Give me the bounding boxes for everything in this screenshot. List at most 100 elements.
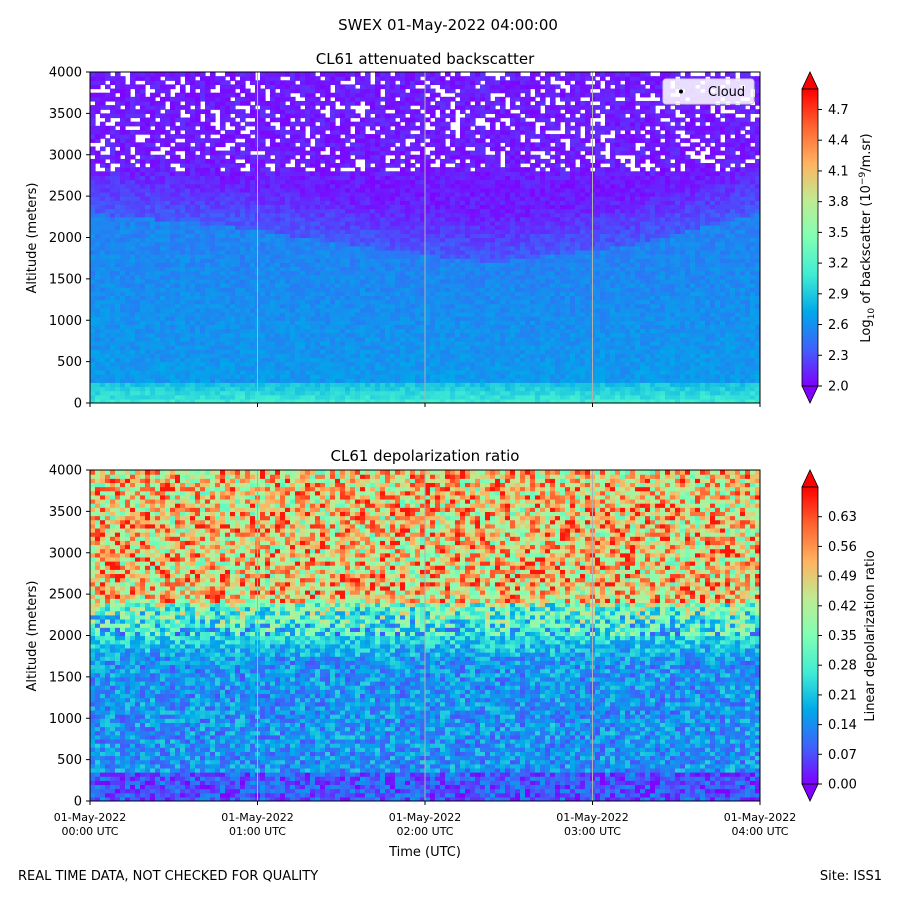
heatmap-cell xyxy=(380,163,386,168)
heatmap-cell xyxy=(365,175,371,181)
heatmap-cell xyxy=(155,105,161,110)
heatmap-cell xyxy=(260,357,266,363)
heatmap-cell xyxy=(405,100,411,106)
heatmap-cell xyxy=(295,398,301,403)
heatmap-cell xyxy=(320,316,326,321)
heatmap-cell xyxy=(175,125,181,131)
heatmap-cell xyxy=(180,336,186,342)
heatmap-cell xyxy=(380,316,386,321)
heatmap-cell xyxy=(125,241,131,247)
heatmap-cell xyxy=(160,204,166,210)
heatmap-cell xyxy=(335,171,341,177)
heatmap-cell xyxy=(380,249,386,255)
heatmap-cell xyxy=(210,311,216,317)
heatmap-cell xyxy=(220,307,226,313)
heatmap-cell xyxy=(305,96,311,102)
heatmap-cell xyxy=(345,378,351,383)
heatmap-cell xyxy=(100,270,106,276)
heatmap-cell xyxy=(340,187,346,193)
heatmap-cell xyxy=(285,113,291,119)
heatmap-cell xyxy=(285,245,291,251)
heatmap-cell xyxy=(175,357,181,363)
heatmap-cell xyxy=(165,171,171,177)
heatmap-cell xyxy=(295,258,301,263)
heatmap-cell xyxy=(290,129,296,135)
heatmap-cell xyxy=(350,274,356,280)
heatmap-cell xyxy=(300,183,306,189)
heatmap-cell xyxy=(300,204,306,210)
heatmap-cell xyxy=(260,320,266,325)
heatmap-cell xyxy=(200,200,206,205)
heatmap-cell xyxy=(185,225,191,230)
heatmap-cell xyxy=(245,92,251,98)
heatmap-cell xyxy=(260,76,266,81)
heatmap-cell xyxy=(380,187,386,193)
heatmap-cell xyxy=(280,398,286,403)
heatmap-cell xyxy=(400,307,406,313)
heatmap-cell xyxy=(375,171,381,177)
heatmap-cell xyxy=(410,299,416,305)
heatmap-cell xyxy=(420,311,426,317)
heatmap-cell xyxy=(260,92,266,98)
heatmap-cell xyxy=(225,72,231,77)
heatmap-cell xyxy=(290,121,296,127)
heatmap-cell xyxy=(385,258,391,263)
heatmap-cell xyxy=(345,270,351,276)
heatmap-cell xyxy=(390,316,396,321)
heatmap-cell xyxy=(125,394,131,400)
heatmap-cell xyxy=(295,394,301,400)
heatmap-cell xyxy=(265,299,271,305)
heatmap-cell xyxy=(95,390,101,396)
heatmap-cell xyxy=(170,237,176,243)
heatmap-cell xyxy=(120,287,126,292)
heatmap-cell xyxy=(280,229,286,234)
heatmap-cell xyxy=(385,386,391,392)
heatmap-cell xyxy=(270,138,276,143)
heatmap-cell xyxy=(200,187,206,193)
heatmap-cell xyxy=(115,349,121,354)
heatmap-cell xyxy=(415,365,421,371)
heatmap-cell xyxy=(160,328,166,334)
heatmap-cell xyxy=(175,390,181,396)
heatmap-cell xyxy=(100,361,106,367)
heatmap-cell xyxy=(300,320,306,325)
heatmap-cell xyxy=(210,324,216,330)
heatmap-cell xyxy=(115,158,121,164)
heatmap-cell xyxy=(230,158,236,164)
heatmap-cell xyxy=(375,229,381,234)
heatmap-cell xyxy=(310,324,316,330)
heatmap-cell xyxy=(325,200,331,205)
heatmap-cell xyxy=(240,241,246,247)
heatmap-cell xyxy=(250,262,256,268)
heatmap-cell xyxy=(190,150,196,156)
heatmap-cell xyxy=(135,183,141,189)
heatmap-cell xyxy=(230,270,236,276)
heatmap-cell xyxy=(130,307,136,313)
heatmap-cell xyxy=(420,324,426,330)
heatmap-cell xyxy=(220,357,226,363)
heatmap-cell xyxy=(280,345,286,350)
heatmap-cell xyxy=(285,307,291,313)
heatmap-cell xyxy=(315,291,321,297)
heatmap-cell xyxy=(110,324,116,330)
heatmap-cell xyxy=(340,109,346,114)
heatmap-cell xyxy=(315,138,321,143)
heatmap-cell xyxy=(335,225,341,230)
heatmap-cell xyxy=(280,287,286,292)
heatmap-cell xyxy=(145,179,151,185)
heatmap-cell xyxy=(115,361,121,367)
heatmap-cell xyxy=(335,274,341,280)
heatmap-cell xyxy=(100,262,106,268)
heatmap-cell xyxy=(230,88,236,94)
heatmap-cell xyxy=(200,237,206,243)
heatmap-cell xyxy=(195,100,201,106)
heatmap-cell xyxy=(130,187,136,193)
heatmap-cell xyxy=(225,191,231,197)
heatmap-cell xyxy=(155,357,161,363)
heatmap-cell xyxy=(145,382,151,388)
heatmap-cell xyxy=(185,129,191,135)
heatmap-cell xyxy=(210,146,216,152)
heatmap-cell xyxy=(415,390,421,396)
heatmap-cell xyxy=(175,307,181,313)
heatmap-cell xyxy=(195,72,201,77)
